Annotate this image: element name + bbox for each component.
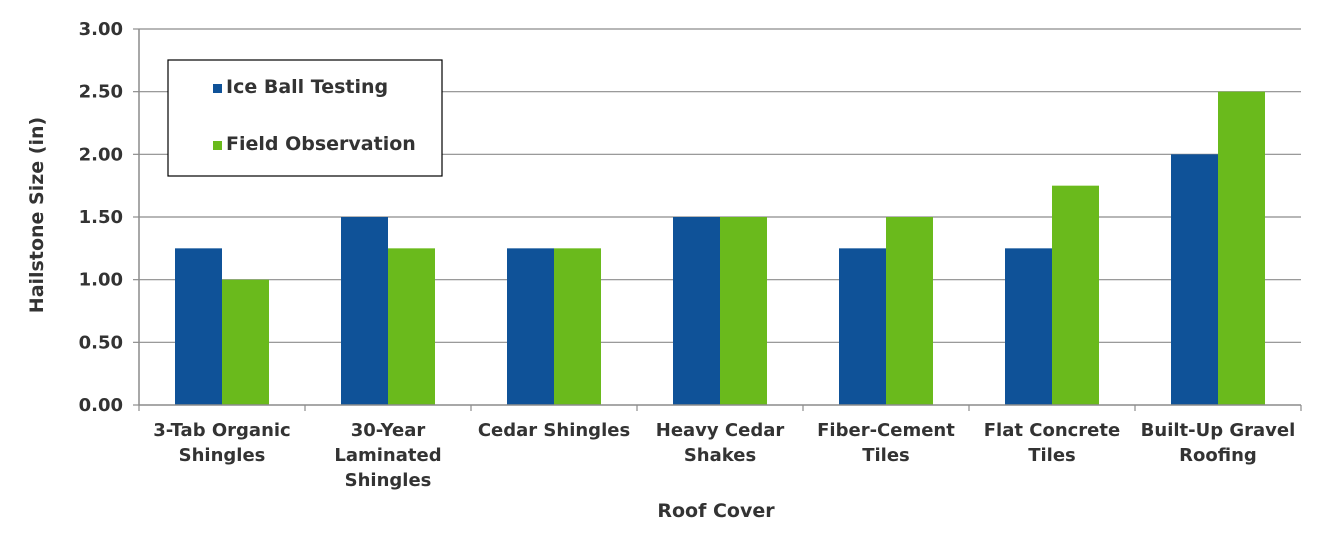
bar-field-observation: [554, 248, 601, 405]
bar-field-observation: [1052, 185, 1099, 405]
bar-field-observation: [886, 217, 933, 405]
legend-box: [167, 59, 443, 177]
bar-ice-ball-testing: [839, 248, 886, 405]
y-tick-label: 2.50: [79, 82, 123, 103]
x-tick-label: Fiber-Cement Tiles: [817, 420, 955, 466]
bar-ice-ball-testing: [507, 248, 554, 405]
bar-ice-ball-testing: [1171, 154, 1218, 405]
bars: [175, 91, 1265, 406]
bar-ice-ball-testing: [1005, 248, 1052, 405]
x-tick-label: Cedar Shingles: [478, 420, 630, 441]
y-tick-label: 2.00: [79, 144, 123, 165]
x-tick-label: Flat Concrete Tiles: [984, 420, 1120, 466]
axes: [133, 28, 1302, 411]
y-axis-title: Hailstone Size (in): [26, 117, 48, 313]
bar-field-observation: [1218, 91, 1265, 406]
x-tick-label: Built-Up Gravel Roofing: [1141, 420, 1296, 466]
bar-field-observation: [720, 217, 767, 405]
y-tick-labels: 0.00 0.50 1.00 1.50 2.00 2.50 3.00: [79, 19, 123, 416]
bar-field-observation: [222, 279, 269, 405]
legend: Ice Ball Testing Field Observation: [167, 59, 443, 177]
x-tick-label: 30-Year Laminated Shingles: [334, 420, 441, 491]
legend-swatch: [213, 84, 222, 93]
y-tick-label: 1.00: [79, 270, 123, 291]
y-tick-label: 0.00: [79, 395, 123, 416]
bar-ice-ball-testing: [673, 217, 720, 405]
legend-label: Field Observation: [226, 133, 416, 155]
bar-ice-ball-testing: [341, 217, 388, 405]
bar-field-observation: [388, 248, 435, 405]
x-axis-title: Roof Cover: [657, 500, 775, 522]
x-tick-label: 3-Tab Organic Shingles: [153, 420, 290, 466]
y-tick-label: 0.50: [79, 332, 123, 353]
x-tick-labels: 3-Tab Organic Shingles 30-Year Laminated Shi…: [153, 420, 1295, 491]
y-tick-label: 1.50: [79, 207, 123, 228]
legend-swatch: [213, 141, 222, 150]
y-tick-label: 3.00: [79, 19, 123, 40]
bar-ice-ball-testing: [175, 248, 222, 405]
x-tick-label: Heavy Cedar Shakes: [656, 420, 785, 466]
legend-label: Ice Ball Testing: [226, 76, 388, 98]
